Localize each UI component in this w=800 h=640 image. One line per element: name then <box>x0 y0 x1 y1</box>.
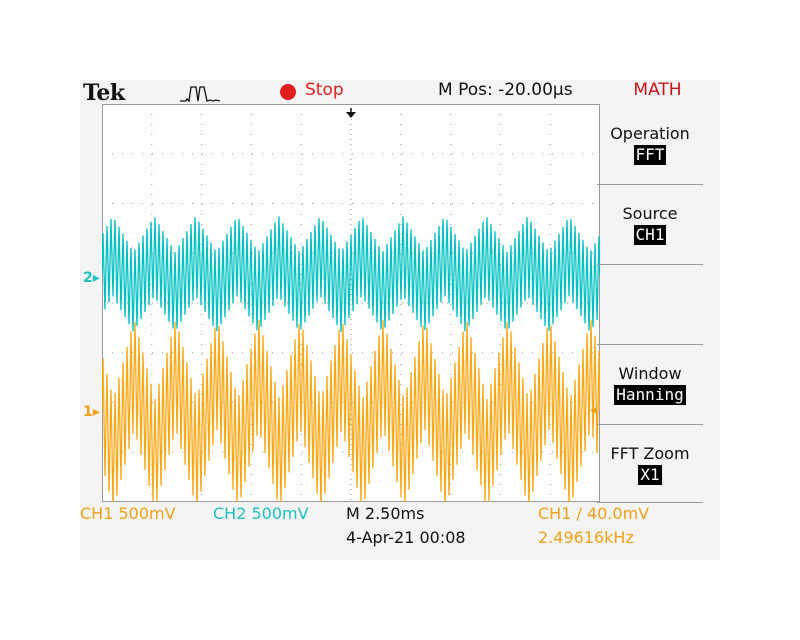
timebase: M 2.50ms <box>346 504 425 523</box>
menu-divider <box>597 184 703 185</box>
status-bar: CH1 500mV CH2 500mV M 2.50ms 4-Apr-21 00… <box>80 504 720 560</box>
menu-divider <box>597 502 703 503</box>
ch1-ground-marker: 1▸ <box>83 404 100 420</box>
trigger-position-icon <box>346 112 356 118</box>
empty-menu-button[interactable] <box>595 266 705 344</box>
ch2-ground-marker: 2▸ <box>83 270 100 286</box>
fft-zoom-value: X1 <box>638 465 662 485</box>
operation-label: Operation <box>610 124 690 143</box>
frequency-readout: 2.49616kHz <box>538 528 634 547</box>
menu-divider <box>597 424 703 425</box>
stop-icon <box>280 84 296 100</box>
source-button[interactable]: Source CH1 <box>595 186 705 264</box>
menu-divider <box>597 344 703 345</box>
trigger-readout: CH1 ∕ 40.0mV <box>538 504 650 523</box>
operation-value: FFT <box>633 145 667 165</box>
menu-divider <box>597 264 703 265</box>
fft-zoom-button[interactable]: FFT Zoom X1 <box>595 426 705 504</box>
source-label: Source <box>622 204 678 223</box>
oscilloscope-screen: Tek Stop M Pos: -20.00µs MATH 2▸ 1▸ ◂ Op… <box>80 80 720 560</box>
fft-zoom-label: FFT Zoom <box>610 444 690 463</box>
window-value: Hanning <box>614 385 686 405</box>
side-menu: Operation FFT Source CH1 Window Hanning … <box>595 104 705 504</box>
source-value: CH1 <box>633 225 667 245</box>
brand-logo: Tek <box>83 80 125 106</box>
ch1-trace <box>102 319 600 502</box>
waveform-display <box>102 104 600 502</box>
date-time: 4-Apr-21 00:08 <box>346 528 466 547</box>
window-label: Window <box>618 364 682 383</box>
window-button[interactable]: Window Hanning <box>595 346 705 424</box>
ch1-scale: CH1 500mV <box>80 504 176 523</box>
operation-button[interactable]: Operation FFT <box>595 106 705 184</box>
pulse-waveform-icon <box>180 86 220 103</box>
ch2-scale: CH2 500mV <box>213 504 309 523</box>
trigger-level-icon: ◂ <box>590 402 598 418</box>
run-state: Stop <box>305 80 344 100</box>
menu-title: MATH <box>633 80 682 100</box>
horizontal-position: M Pos: -20.00µs <box>438 80 573 100</box>
ch2-trace <box>102 216 600 333</box>
